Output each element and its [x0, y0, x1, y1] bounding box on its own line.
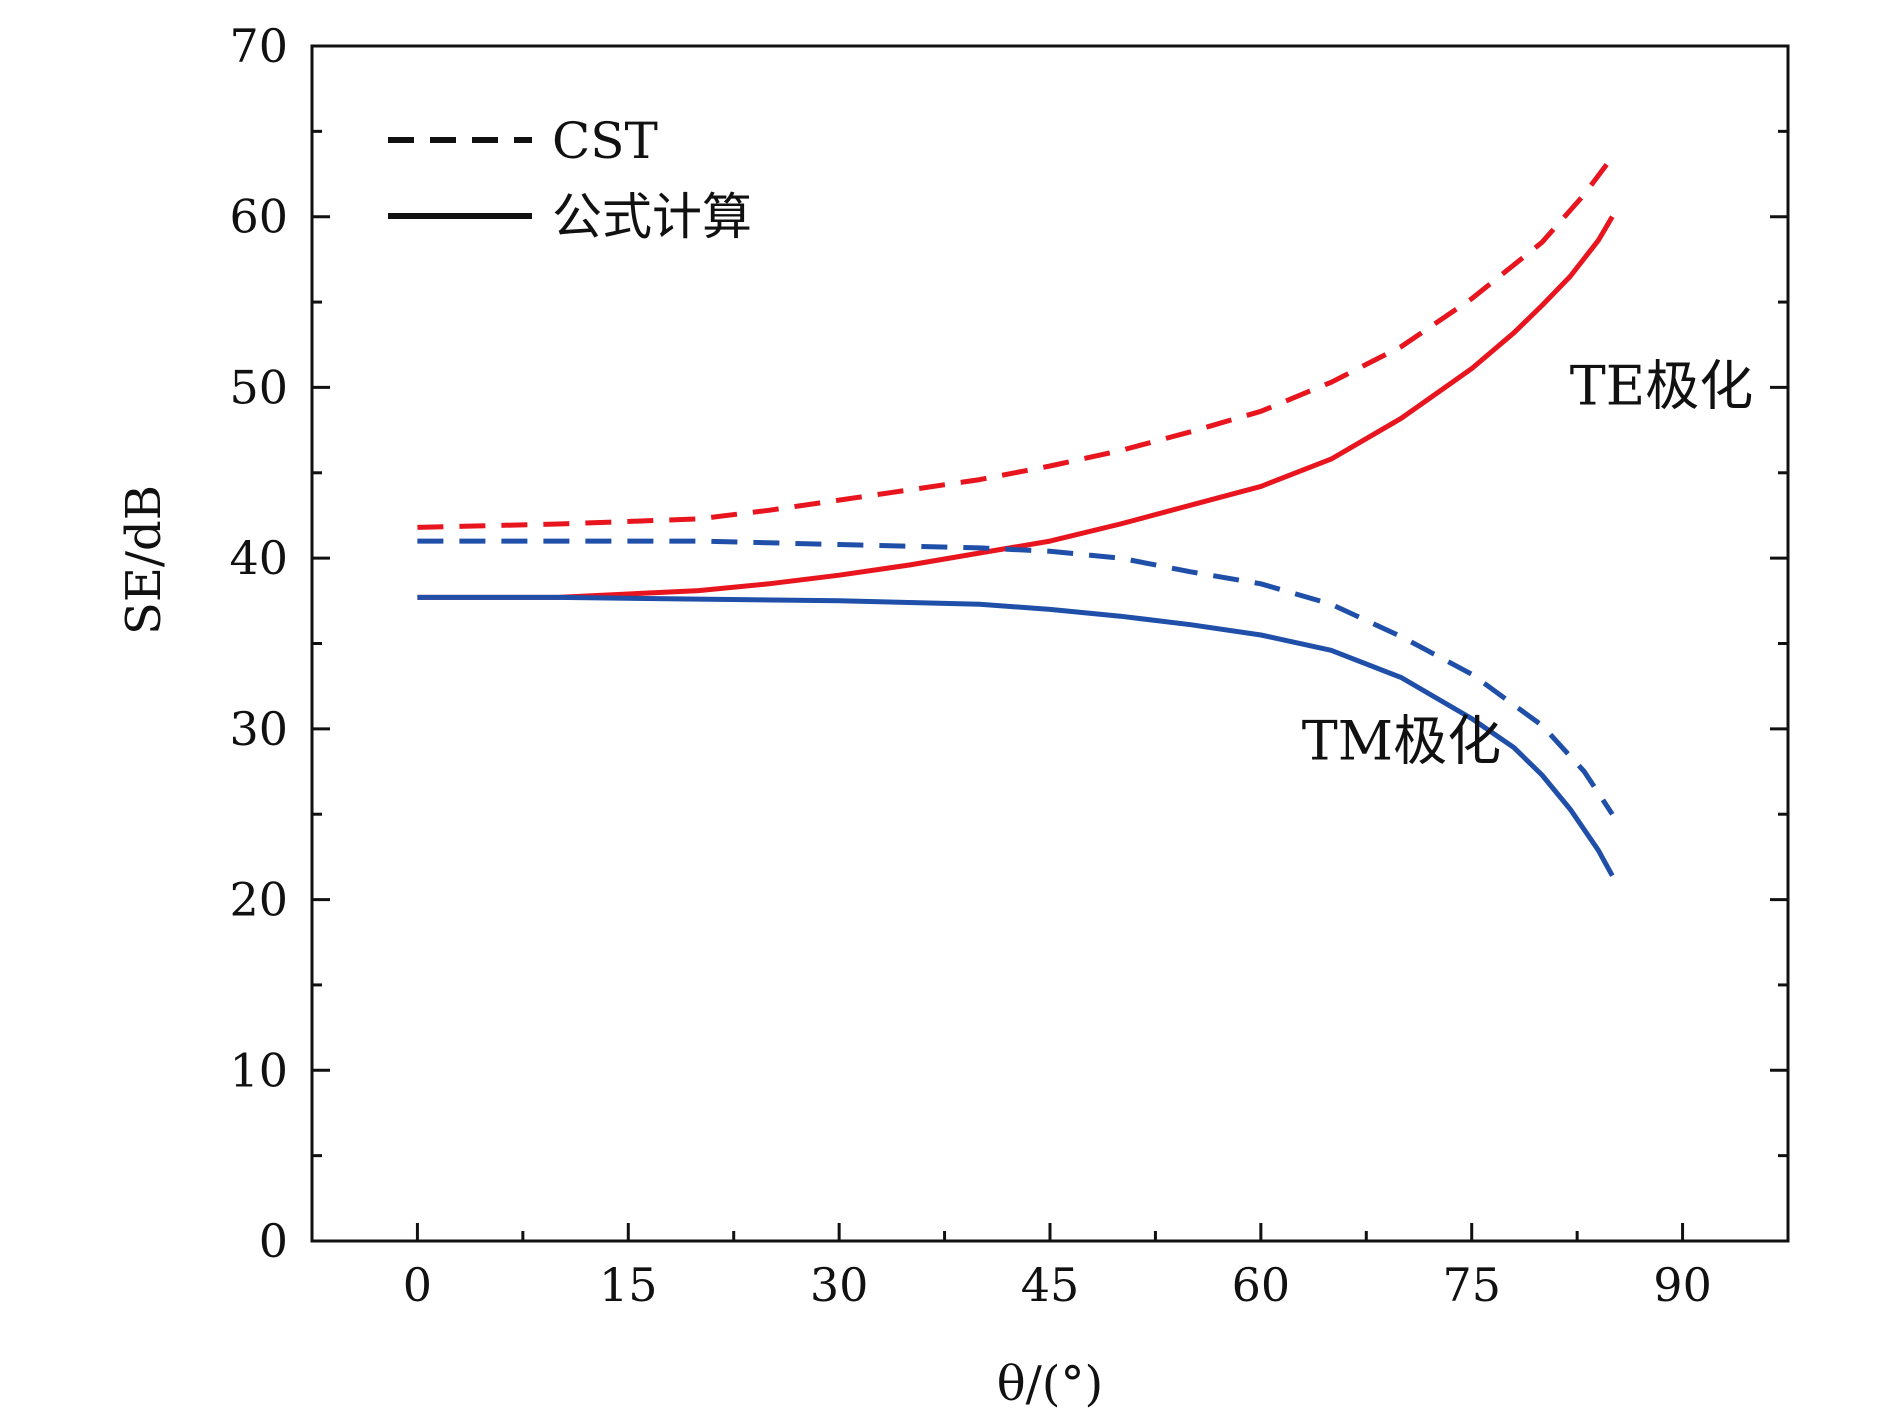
legend-label-formula: 公式计算 — [552, 188, 752, 246]
y-tick-label: 40 — [229, 531, 288, 585]
y-tick-label: 10 — [229, 1043, 288, 1097]
y-tick-label: 70 — [229, 19, 288, 73]
tm-formula-line — [417, 594, 1615, 877]
x-tick-label: 15 — [599, 1258, 658, 1312]
y-tick-label: 0 — [259, 1214, 288, 1268]
y-tick-label: 20 — [229, 873, 288, 927]
tm-cst-line — [417, 538, 1615, 816]
x-tick-label: 0 — [403, 1258, 432, 1312]
legend: CST 公式计算 — [388, 112, 752, 246]
annotation-te: TE极化 — [1570, 355, 1753, 418]
x-tick-label: 90 — [1653, 1258, 1712, 1312]
annotation-tm: TM极化 — [1302, 710, 1501, 773]
x-tick-label: 60 — [1232, 1258, 1291, 1312]
y-axis-title: SE/dB — [116, 485, 172, 635]
legend-label-cst: CST — [552, 112, 658, 170]
y-tick-label: 50 — [229, 360, 288, 414]
x-tick-label: 45 — [1021, 1258, 1080, 1312]
x-tick-label: 75 — [1442, 1258, 1501, 1312]
x-tick-label: 30 — [810, 1258, 869, 1312]
plot-area — [310, 44, 1790, 1243]
x-axis-title: θ/(°) — [997, 1356, 1104, 1412]
y-tick-label: 60 — [229, 190, 288, 244]
te-formula-line — [417, 215, 1615, 600]
y-tick-label: 30 — [229, 702, 288, 756]
